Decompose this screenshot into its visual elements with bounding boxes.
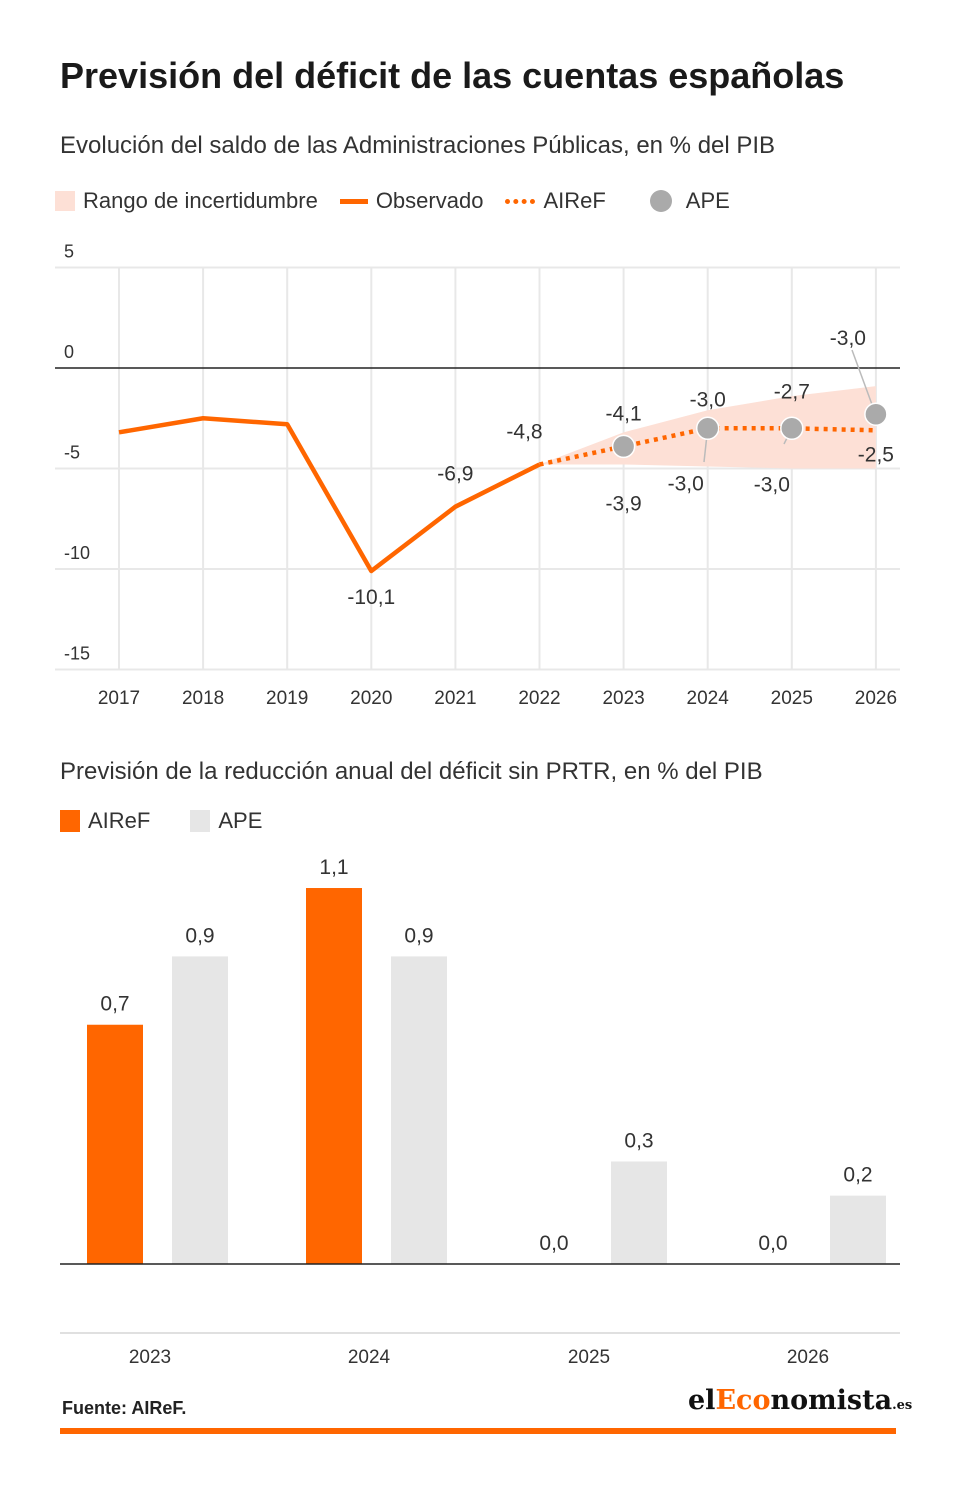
x-tick-label: 2021: [434, 688, 476, 709]
bar-ape-2025: [611, 1161, 667, 1264]
y-tick-label: 0: [64, 342, 74, 362]
eleconomista-logo: elEconomista.es: [688, 1385, 913, 1416]
bar-value-label: 0,9: [185, 924, 214, 947]
data-label: -10,1: [347, 586, 395, 609]
legend-observed-label: Observado: [375, 188, 484, 213]
legend2-item-ape: APE: [190, 808, 262, 834]
x-category-label: 2023: [129, 1347, 171, 1368]
data-label: -2,5: [858, 443, 894, 466]
y-tick-label: -10: [64, 543, 90, 563]
observed-line: [118, 416, 541, 574]
ape-point: [864, 402, 888, 426]
x-tick-label: 2026: [855, 688, 897, 709]
data-label: -2,7: [774, 380, 810, 403]
ape-point: [780, 416, 804, 441]
x-category-label: 2024: [348, 1347, 391, 1368]
legend-item-observed: Observado: [339, 188, 484, 214]
band-swatch: [55, 191, 75, 211]
line-chart: 5 0 -5 -10 -15 2017 2018 2019 2020 2021 2022 2023 20…: [55, 242, 900, 709]
bar-value-label: 0,2: [843, 1164, 872, 1187]
data-label: -3,0: [830, 327, 866, 350]
data-label: -3,9: [606, 492, 642, 515]
x-tick-label: 2019: [266, 688, 308, 709]
bar-ape-2026: [830, 1195, 886, 1264]
x-tick-label: 2024: [687, 688, 730, 709]
x-category-label: 2025: [568, 1347, 610, 1368]
bar-airef-2024: [306, 888, 362, 1264]
bar-chart-legend: AIReF APE: [60, 808, 284, 834]
bar-value-label: 0,3: [624, 1129, 653, 1152]
data-label: -4,1: [606, 402, 642, 425]
bar-ape-2023: [172, 956, 228, 1264]
y-tick-label: -5: [64, 443, 80, 463]
data-label: -3,0: [668, 472, 704, 495]
line-chart-legend: Rango de incertidumbre Observado AIReF A…: [55, 188, 752, 214]
airef-bar-swatch: [60, 810, 80, 832]
data-label: -3,0: [754, 473, 790, 496]
x-tick-label: 2020: [350, 688, 392, 709]
legend2-airef-label: AIReF: [88, 808, 151, 833]
observed-swatch: [339, 198, 368, 204]
legend-item-band: Rango de incertidumbre: [55, 188, 318, 214]
data-label: -4,8: [506, 420, 542, 443]
legend-airef-label: AIReF: [543, 188, 606, 213]
ape-dot-swatch: [649, 190, 672, 212]
legend2-item-airef: AIReF: [60, 808, 150, 834]
line-chart-subtitle: Evolución del saldo de las Administracio…: [60, 132, 776, 159]
legend-item-ape: APE: [649, 188, 730, 214]
bar-value-label: 0,7: [100, 993, 129, 1016]
ape-bar-swatch: [190, 810, 211, 832]
bar-airef-2023: [87, 1024, 143, 1264]
airef-dotted-swatch: [505, 198, 536, 204]
x-category-label: 2026: [787, 1347, 829, 1368]
x-tick-label: 2022: [518, 688, 560, 709]
bar-value-label: 0,0: [758, 1232, 787, 1255]
legend-band-label: Rango de incertidumbre: [83, 188, 318, 213]
bar-value-label: 1,1: [319, 856, 348, 879]
x-tick-label: 2023: [602, 688, 644, 709]
legend-ape-label: APE: [685, 188, 730, 213]
bar-chart-subtitle: Previsión de la reducción anual del défi…: [60, 758, 763, 785]
legend2-ape-label: APE: [218, 808, 263, 833]
y-tick-label: 5: [64, 242, 74, 262]
label-leader: [851, 349, 873, 405]
footer-accent-bar: [60, 1428, 896, 1434]
ape-point: [695, 416, 720, 441]
source-note: Fuente: AIReF.: [62, 1398, 187, 1418]
bar-value-label: 0,9: [404, 924, 433, 947]
ape-point: [611, 434, 636, 459]
x-tick-label: 2025: [771, 688, 813, 709]
bar-value-label: 0,0: [539, 1232, 568, 1255]
bar-ape-2024: [391, 956, 447, 1264]
x-tick-label: 2017: [98, 688, 140, 709]
chart-title: Previsión del déficit de las cuentas esp…: [60, 55, 845, 96]
legend-item-airef: AIReF: [505, 188, 606, 214]
x-tick-label: 2018: [182, 688, 224, 709]
data-label: -3,0: [690, 388, 726, 411]
data-label: -6,9: [437, 463, 473, 486]
y-tick-label: -15: [64, 644, 90, 664]
